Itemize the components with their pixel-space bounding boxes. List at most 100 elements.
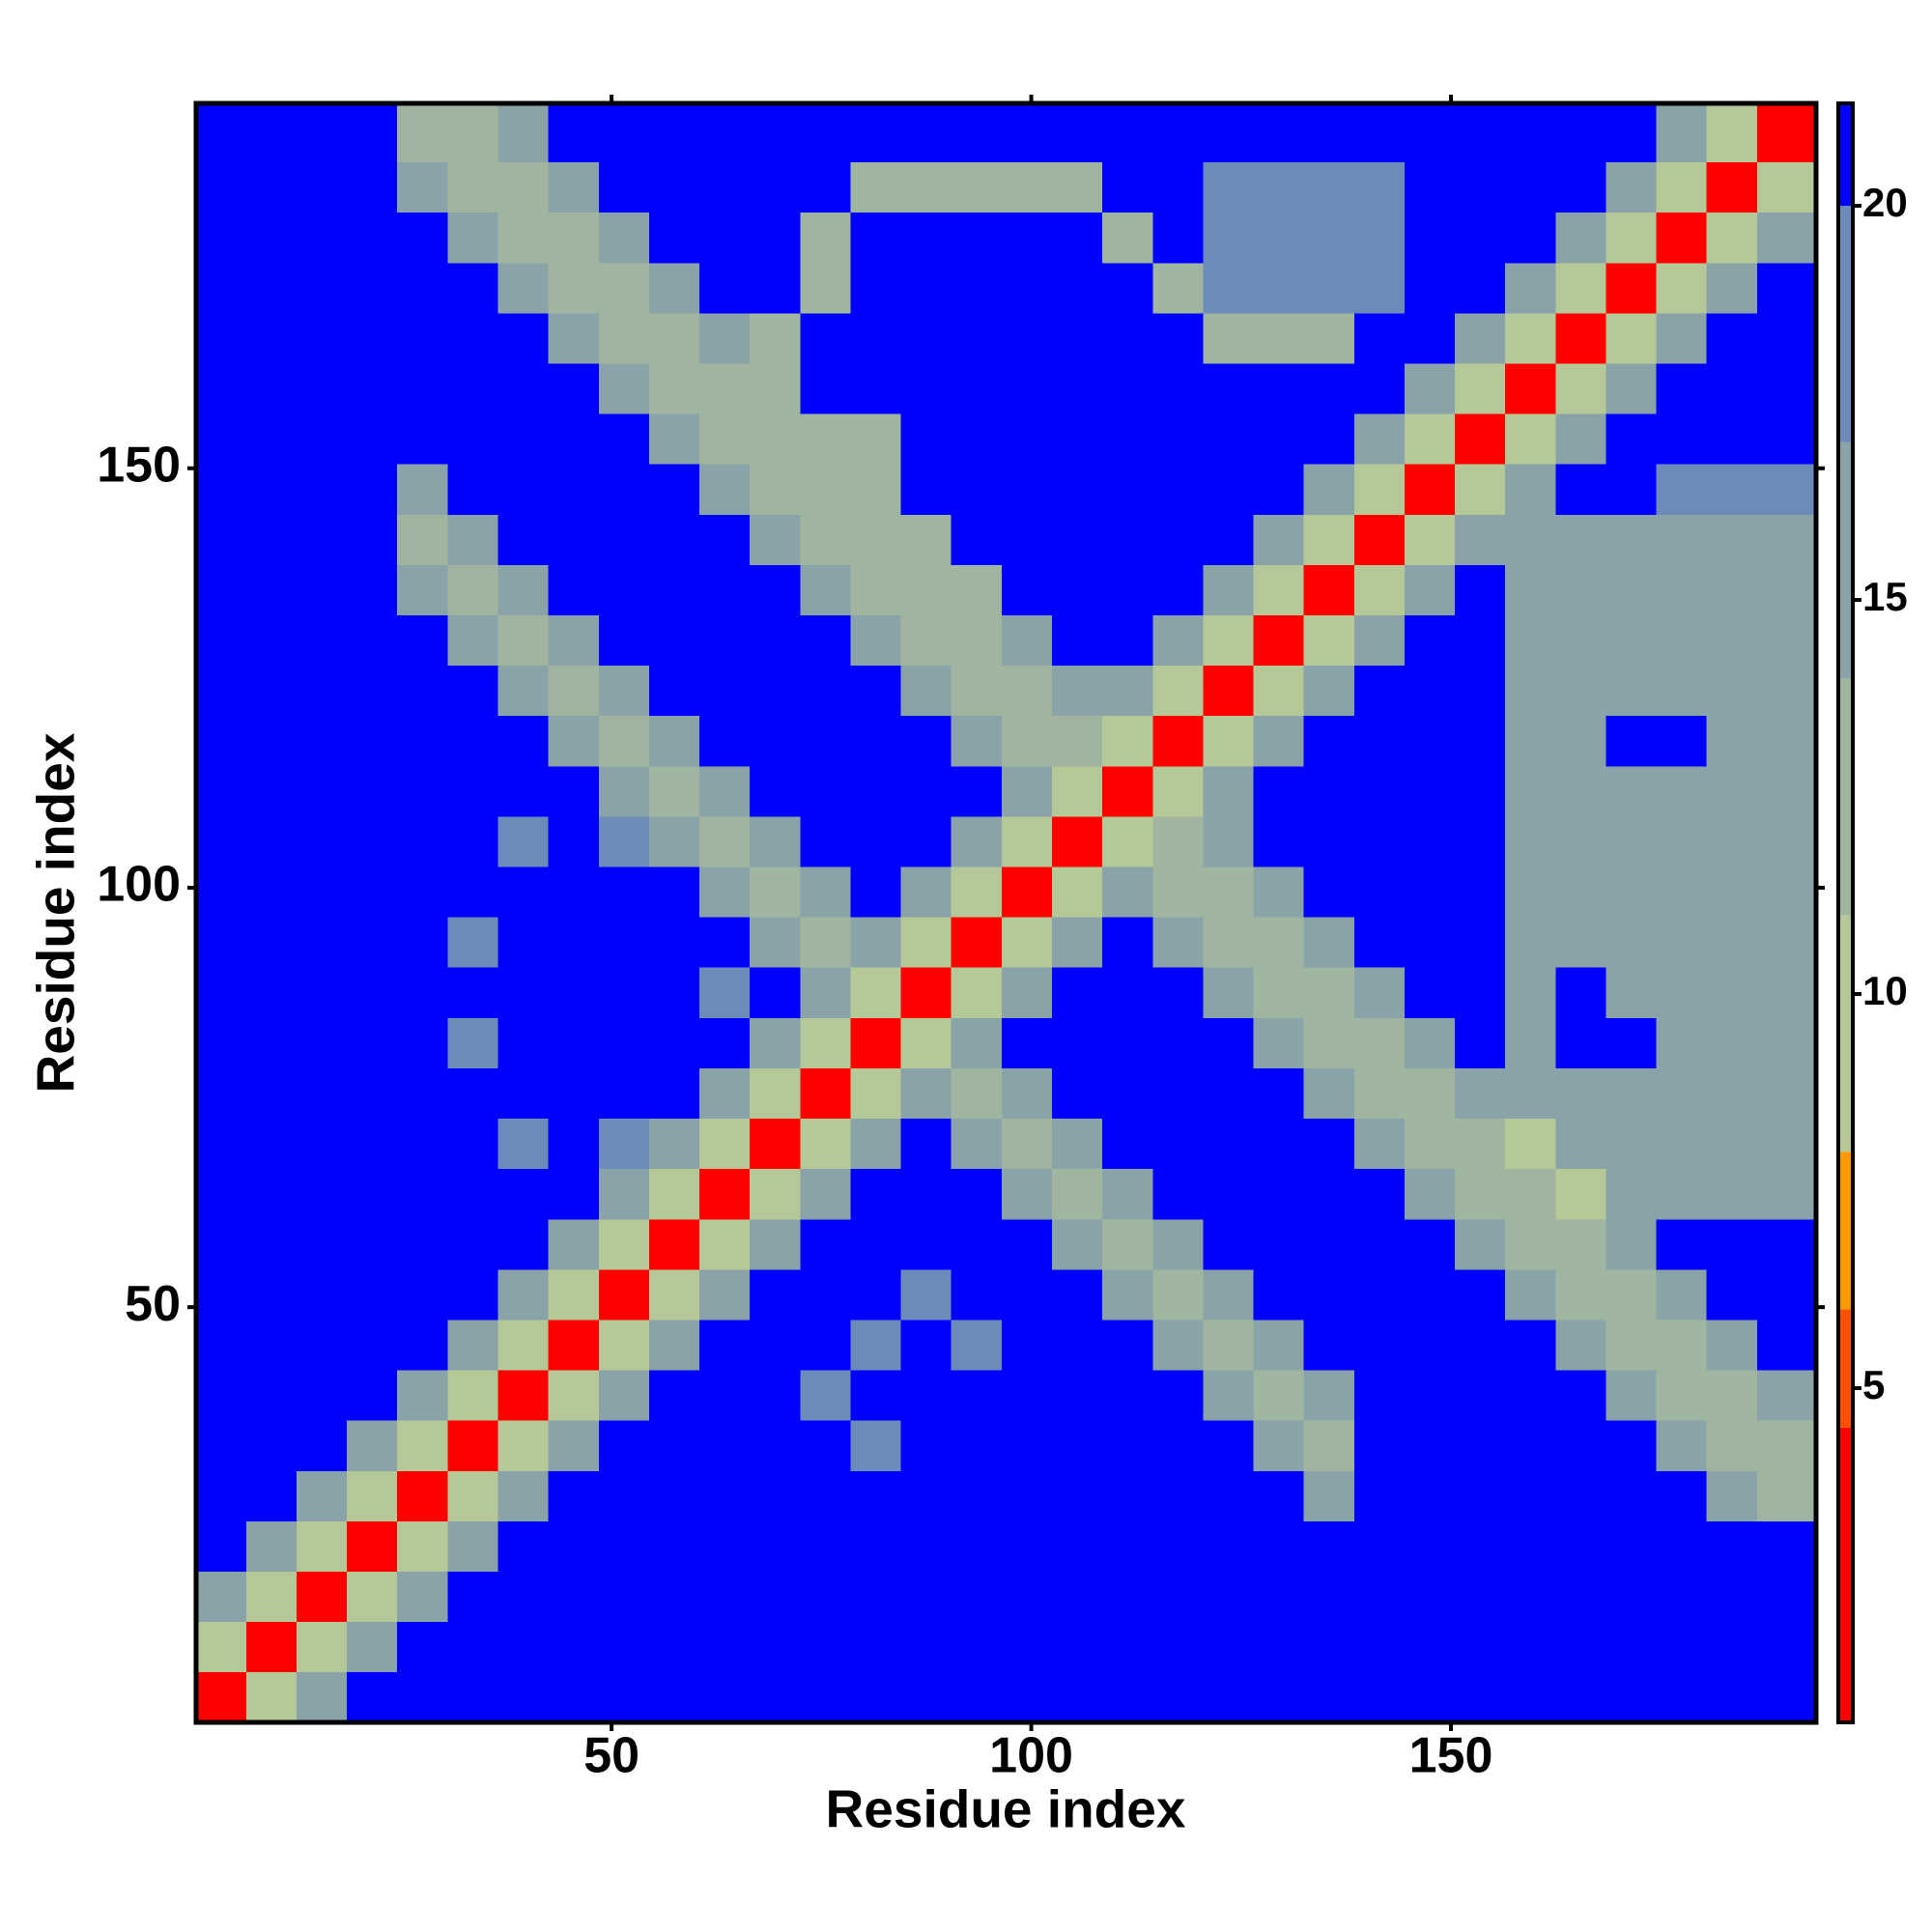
heatmap-cell [1102, 413, 1153, 465]
heatmap-cell [648, 564, 700, 616]
heatmap-cell [699, 917, 751, 968]
heatmap-cell [1505, 715, 1556, 767]
heatmap-cell [1353, 564, 1406, 616]
x-tick-label: 50 [583, 1728, 639, 1784]
heatmap-cell [1505, 262, 1556, 314]
heatmap-cell [1203, 1067, 1255, 1120]
heatmap-cell [800, 1621, 852, 1673]
heatmap-cell [1455, 1319, 1506, 1371]
heatmap-cell [699, 1621, 751, 1673]
heatmap-cell [1404, 1369, 1456, 1421]
heatmap-cell [1051, 1470, 1103, 1521]
heatmap-cell [1455, 1621, 1506, 1673]
heatmap-cell [1152, 1369, 1204, 1421]
heatmap-cell [1051, 564, 1103, 616]
heatmap-cell [1656, 1168, 1708, 1220]
heatmap-cell [548, 1621, 600, 1673]
heatmap-cell [1203, 1319, 1255, 1371]
heatmap-cell [1001, 917, 1053, 968]
heatmap-cell [1353, 102, 1406, 163]
heatmap-cell [548, 917, 600, 968]
heatmap-cell [1605, 917, 1658, 968]
heatmap-cell [1455, 715, 1506, 767]
heatmap-cell [750, 815, 801, 867]
heatmap-cell [1051, 1067, 1103, 1120]
heatmap-cell [1353, 1319, 1406, 1371]
heatmap-cell [497, 312, 550, 364]
heatmap-cell [1152, 1067, 1204, 1120]
heatmap-cell [951, 413, 1003, 465]
heatmap-cell [1303, 1319, 1355, 1371]
heatmap-cell [1051, 815, 1103, 867]
heatmap-cell [750, 1017, 801, 1068]
heatmap-cell [1253, 665, 1305, 717]
heatmap-cell [548, 1168, 600, 1220]
heatmap-cell [800, 464, 852, 515]
heatmap-cell [900, 102, 952, 163]
heatmap-cell [900, 665, 952, 717]
heatmap-cell [1203, 161, 1255, 213]
heatmap-cell [1001, 614, 1053, 667]
heatmap-cell [296, 1168, 348, 1220]
heatmap-cell [1203, 1017, 1255, 1068]
heatmap-cell [850, 413, 902, 465]
heatmap-cell [245, 815, 298, 867]
heatmap-cell [245, 1420, 298, 1471]
heatmap-cell [1756, 413, 1817, 465]
heatmap-cell [296, 1268, 348, 1321]
heatmap-cell [900, 1168, 952, 1220]
heatmap-cell [347, 262, 398, 314]
heatmap-cell [1605, 866, 1658, 918]
heatmap-cell [1605, 212, 1658, 264]
heatmap-cell [699, 1268, 751, 1321]
heatmap-cell [699, 715, 751, 767]
heatmap-cell [900, 917, 952, 968]
heatmap-cell [447, 967, 499, 1018]
heatmap-cell [1353, 312, 1406, 364]
y-tick-label: 100 [97, 857, 181, 913]
heatmap-cell [1505, 1067, 1556, 1120]
heatmap-cell [447, 212, 499, 264]
heatmap-cell [195, 967, 247, 1018]
heatmap-cell [1303, 665, 1355, 717]
heatmap-cell [699, 212, 751, 264]
heatmap-cell [195, 715, 247, 767]
heatmap-cell [648, 665, 700, 717]
heatmap-cell [1404, 1118, 1456, 1170]
heatmap-cell [245, 413, 298, 465]
heatmap-cell [1203, 866, 1255, 918]
heatmap-cell [1404, 362, 1456, 414]
heatmap-cell [447, 1420, 499, 1471]
heatmap-cell [1152, 262, 1204, 314]
heatmap-cell [347, 1067, 398, 1120]
heatmap-cell [1203, 1118, 1255, 1170]
heatmap-cell [750, 1067, 801, 1120]
heatmap-cell [1353, 362, 1406, 414]
heatmap-cell [850, 1067, 902, 1120]
heatmap-cell [548, 1420, 600, 1471]
heatmap-cell [1051, 362, 1103, 414]
heatmap-cell [800, 161, 852, 213]
heatmap-cell [1152, 1621, 1204, 1673]
heatmap-cell [951, 1671, 1003, 1723]
heatmap-cell [548, 1520, 600, 1572]
heatmap-cell [699, 464, 751, 515]
heatmap-cell [397, 1571, 448, 1623]
heatmap-cell [195, 1168, 247, 1220]
heatmap-cell [1102, 1369, 1153, 1421]
heatmap-cell [1555, 665, 1607, 717]
heatmap-cell [648, 1218, 700, 1270]
heatmap-cell [900, 715, 952, 767]
heatmap-cell [648, 514, 700, 565]
heatmap-cell [296, 262, 348, 314]
heatmap-cell [1706, 212, 1758, 264]
colorbar-tick-label: 5 [1862, 1362, 1885, 1407]
heatmap-cell [1303, 1671, 1355, 1723]
heatmap-cell [850, 161, 902, 213]
heatmap-cell [1756, 1218, 1817, 1270]
heatmap-cell [548, 1470, 600, 1521]
heatmap-cell [598, 161, 650, 213]
heatmap-cell [1001, 1319, 1053, 1371]
heatmap-cell [800, 917, 852, 968]
heatmap-cell [245, 614, 298, 667]
